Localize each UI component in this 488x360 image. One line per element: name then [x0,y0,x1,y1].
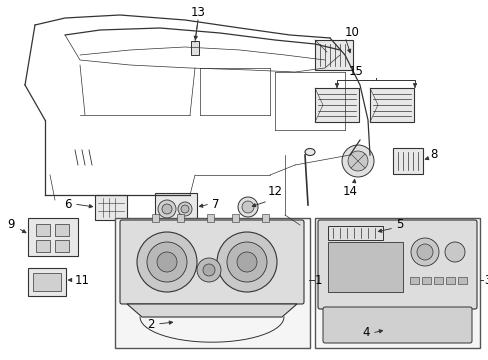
Text: 12: 12 [267,185,283,198]
Text: 6: 6 [64,198,72,211]
Bar [445,277,454,284]
Text: 1: 1 [314,274,322,287]
FancyBboxPatch shape [323,307,471,343]
Text: 10: 10 [345,26,359,39]
Circle shape [162,204,172,214]
Circle shape [238,197,258,217]
Bar [231,214,239,222]
Circle shape [444,242,464,262]
Bar [421,277,430,284]
FancyBboxPatch shape [317,220,476,309]
Bar [55,224,69,236]
Bar [95,195,127,220]
Text: 3: 3 [483,274,488,287]
Bar [28,268,66,296]
Bar [155,193,197,225]
Bar [55,240,69,252]
Bar [36,224,50,236]
Bar [327,242,402,292]
Bar [191,41,199,55]
Circle shape [181,205,189,213]
Bar [36,240,50,252]
Ellipse shape [305,148,314,156]
Bar [457,277,466,284]
Circle shape [178,202,192,216]
Text: 8: 8 [429,148,436,162]
Circle shape [226,242,266,282]
Bar [369,88,413,122]
Circle shape [242,201,253,213]
Bar [314,88,358,122]
Circle shape [197,258,221,282]
Bar [206,214,214,222]
Bar [177,214,183,222]
Circle shape [410,238,438,266]
Bar [392,148,422,174]
Bar [433,277,442,284]
Bar [33,273,61,291]
Circle shape [203,264,215,276]
Bar [314,40,352,70]
Text: 7: 7 [212,198,219,211]
Polygon shape [127,304,296,317]
Circle shape [347,151,367,171]
Text: 2: 2 [147,318,155,330]
Circle shape [416,244,432,260]
Text: 4: 4 [362,327,369,339]
Text: 5: 5 [395,217,403,230]
Text: 9: 9 [7,219,15,231]
Text: 11: 11 [75,274,90,287]
FancyBboxPatch shape [120,220,304,304]
Text: 13: 13 [190,5,205,18]
Bar [115,218,309,348]
Text: 14: 14 [342,185,357,198]
Circle shape [137,232,197,292]
Bar [262,214,268,222]
Circle shape [147,242,186,282]
Circle shape [217,232,276,292]
Circle shape [157,252,177,272]
Circle shape [237,252,257,272]
Circle shape [158,200,176,218]
Bar [327,226,382,240]
Bar [314,218,479,348]
Circle shape [341,145,373,177]
Text: 15: 15 [348,65,363,78]
Bar [28,218,78,256]
Bar [152,214,159,222]
Bar [409,277,418,284]
